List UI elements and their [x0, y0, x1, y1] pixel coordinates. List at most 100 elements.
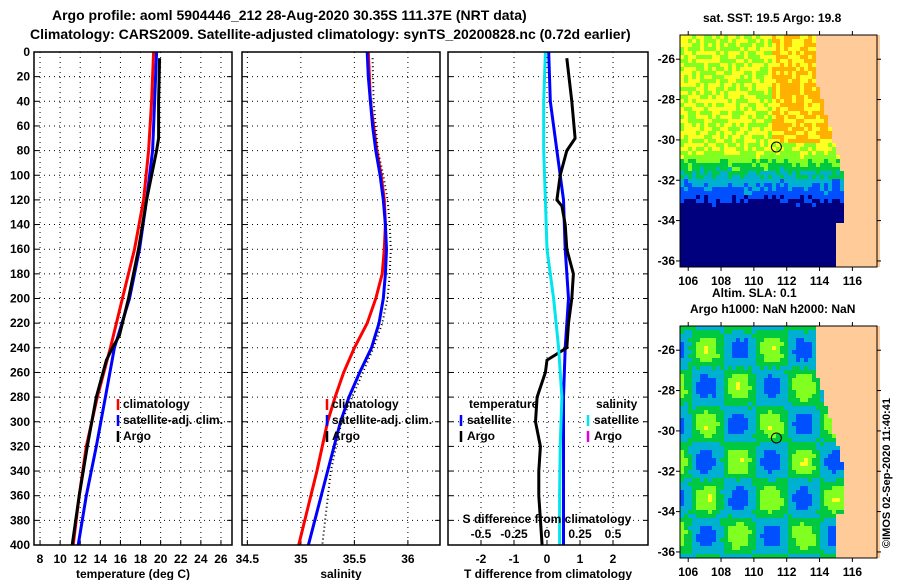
map-cell — [800, 394, 804, 398]
map-cell — [712, 354, 716, 358]
map-cell — [776, 67, 780, 71]
map-cell — [724, 235, 728, 239]
map-cell — [876, 370, 880, 374]
map-cell — [796, 223, 800, 227]
map-cell — [744, 366, 748, 370]
map-cell — [808, 386, 812, 390]
map-cell — [852, 127, 856, 131]
map-cell — [748, 406, 752, 410]
map-cell — [772, 362, 776, 366]
map-cell — [776, 147, 780, 151]
map-cell — [752, 410, 756, 414]
map-cell — [860, 386, 864, 390]
map-cell — [700, 326, 704, 330]
map-cell — [824, 247, 828, 251]
map-cell — [832, 39, 836, 43]
map-cell — [768, 143, 772, 147]
map-cell — [732, 414, 736, 418]
map-cell — [772, 326, 776, 330]
map-cell — [768, 442, 772, 446]
map-cell — [740, 71, 744, 75]
map-cell — [800, 171, 804, 175]
map-cell — [872, 462, 876, 466]
map-cell — [832, 426, 836, 430]
map-cell — [704, 199, 708, 203]
map-cell — [680, 410, 684, 414]
map-cell — [776, 191, 780, 195]
map-cell — [744, 398, 748, 402]
map-cell — [720, 334, 724, 338]
map-cell — [720, 171, 724, 175]
map-cell — [808, 127, 812, 131]
map-cell — [832, 346, 836, 350]
map-cell — [772, 115, 776, 119]
map-cell — [860, 43, 864, 47]
map-cell — [856, 251, 860, 255]
map-cell — [872, 219, 876, 223]
map-cell — [776, 75, 780, 79]
map-cell — [824, 450, 828, 454]
map-cell — [808, 235, 812, 239]
map-cell — [840, 227, 844, 231]
map-cell — [772, 358, 776, 362]
map-cell — [768, 458, 772, 462]
map-cell — [804, 231, 808, 235]
map-cell — [824, 422, 828, 426]
map-cell — [876, 43, 880, 47]
map-cell — [756, 207, 760, 211]
map-cell — [792, 111, 796, 115]
map-cell — [696, 91, 700, 95]
map-cell — [864, 151, 868, 155]
map-cell — [748, 434, 752, 438]
map-cell — [716, 211, 720, 215]
map-cell — [704, 187, 708, 191]
map-cell — [832, 334, 836, 338]
map-cell — [708, 191, 712, 195]
map-cell — [780, 394, 784, 398]
map-cell — [788, 55, 792, 59]
map-cell — [876, 366, 880, 370]
map-cell — [872, 346, 876, 350]
map-cell — [816, 374, 820, 378]
map-cell — [836, 99, 840, 103]
map-cell — [764, 143, 768, 147]
map-cell — [736, 418, 740, 422]
map-cell — [808, 366, 812, 370]
map-cell — [768, 446, 772, 450]
map-cell — [824, 438, 828, 442]
map-cell — [712, 155, 716, 159]
x-tick-label: 16 — [114, 552, 128, 566]
map-cell — [800, 358, 804, 362]
map-cell — [760, 123, 764, 127]
map-cell — [796, 235, 800, 239]
map-cell — [832, 159, 836, 163]
map-cell — [788, 171, 792, 175]
map-cell — [788, 135, 792, 139]
map-cell — [844, 211, 848, 215]
map-cell — [808, 394, 812, 398]
map-cell — [764, 171, 768, 175]
map-cell — [764, 219, 768, 223]
map-cell — [828, 239, 832, 243]
map-cell — [720, 39, 724, 43]
map-cell — [756, 175, 760, 179]
map-cell — [804, 334, 808, 338]
map-cell — [776, 398, 780, 402]
map-cell — [788, 211, 792, 215]
map-cell — [820, 462, 824, 466]
map-cell — [712, 243, 716, 247]
map-cell — [868, 386, 872, 390]
map-cell — [732, 67, 736, 71]
map-cell — [864, 263, 868, 267]
map-cell — [808, 131, 812, 135]
map-cell — [724, 462, 728, 466]
map-cell — [852, 131, 856, 135]
map-cell — [808, 438, 812, 442]
map-cell — [752, 203, 756, 207]
map-cell — [708, 163, 712, 167]
map-cell — [784, 87, 788, 91]
map-cell — [800, 227, 804, 231]
map-cell — [824, 103, 828, 107]
map-cell — [772, 43, 776, 47]
map-cell — [776, 95, 780, 99]
